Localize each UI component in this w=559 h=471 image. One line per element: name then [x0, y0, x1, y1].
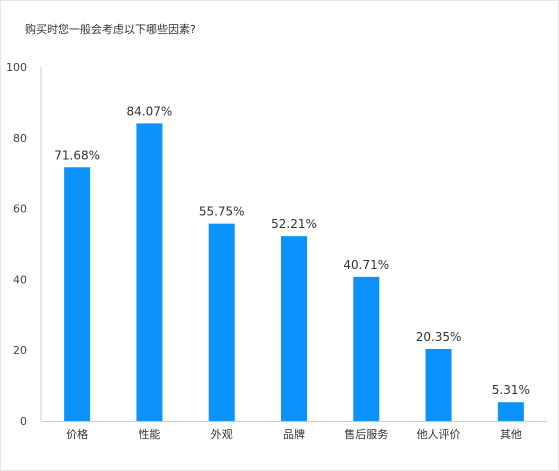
- bar: [497, 402, 524, 421]
- bar: [136, 123, 163, 421]
- data-label: 5.31%: [492, 383, 530, 397]
- data-label: 84.07%: [127, 104, 173, 118]
- category-label: 外观: [211, 428, 233, 441]
- category-label: 售后服务: [344, 427, 388, 441]
- y-tick-label: 20: [13, 344, 27, 357]
- bar: [353, 276, 380, 421]
- category-label: 他人评价: [417, 428, 461, 441]
- data-label: 52.21%: [271, 217, 317, 231]
- data-label: 71.68%: [54, 148, 100, 162]
- axes: 0 20 40 60 80 100: [6, 61, 547, 428]
- category-label: 价格: [66, 427, 88, 441]
- category-label: 性能: [138, 427, 160, 441]
- y-tick-label: 100: [6, 61, 27, 74]
- y-tick-label: 80: [13, 132, 27, 145]
- data-label: 20.35%: [416, 330, 462, 344]
- category-label: 品牌: [283, 427, 305, 441]
- data-label: 40.71%: [343, 258, 389, 272]
- data-label: 55.75%: [199, 205, 245, 219]
- bar: [208, 223, 235, 421]
- bar: [425, 348, 452, 421]
- y-tick-label: 0: [20, 415, 27, 428]
- bars: [64, 123, 524, 421]
- y-tick-label: 60: [13, 203, 27, 216]
- chart-title: 购买时您一般会考虑以下哪些因素?: [25, 23, 196, 36]
- category-label: 其他: [500, 428, 522, 441]
- y-tick-label: 40: [13, 273, 27, 286]
- bar: [281, 236, 307, 421]
- data-labels: 71.68% 价格 84.07% 性能 55.75% 外观 52.21% 品牌 40.71% 售后…: [54, 104, 530, 441]
- bar: [64, 167, 91, 421]
